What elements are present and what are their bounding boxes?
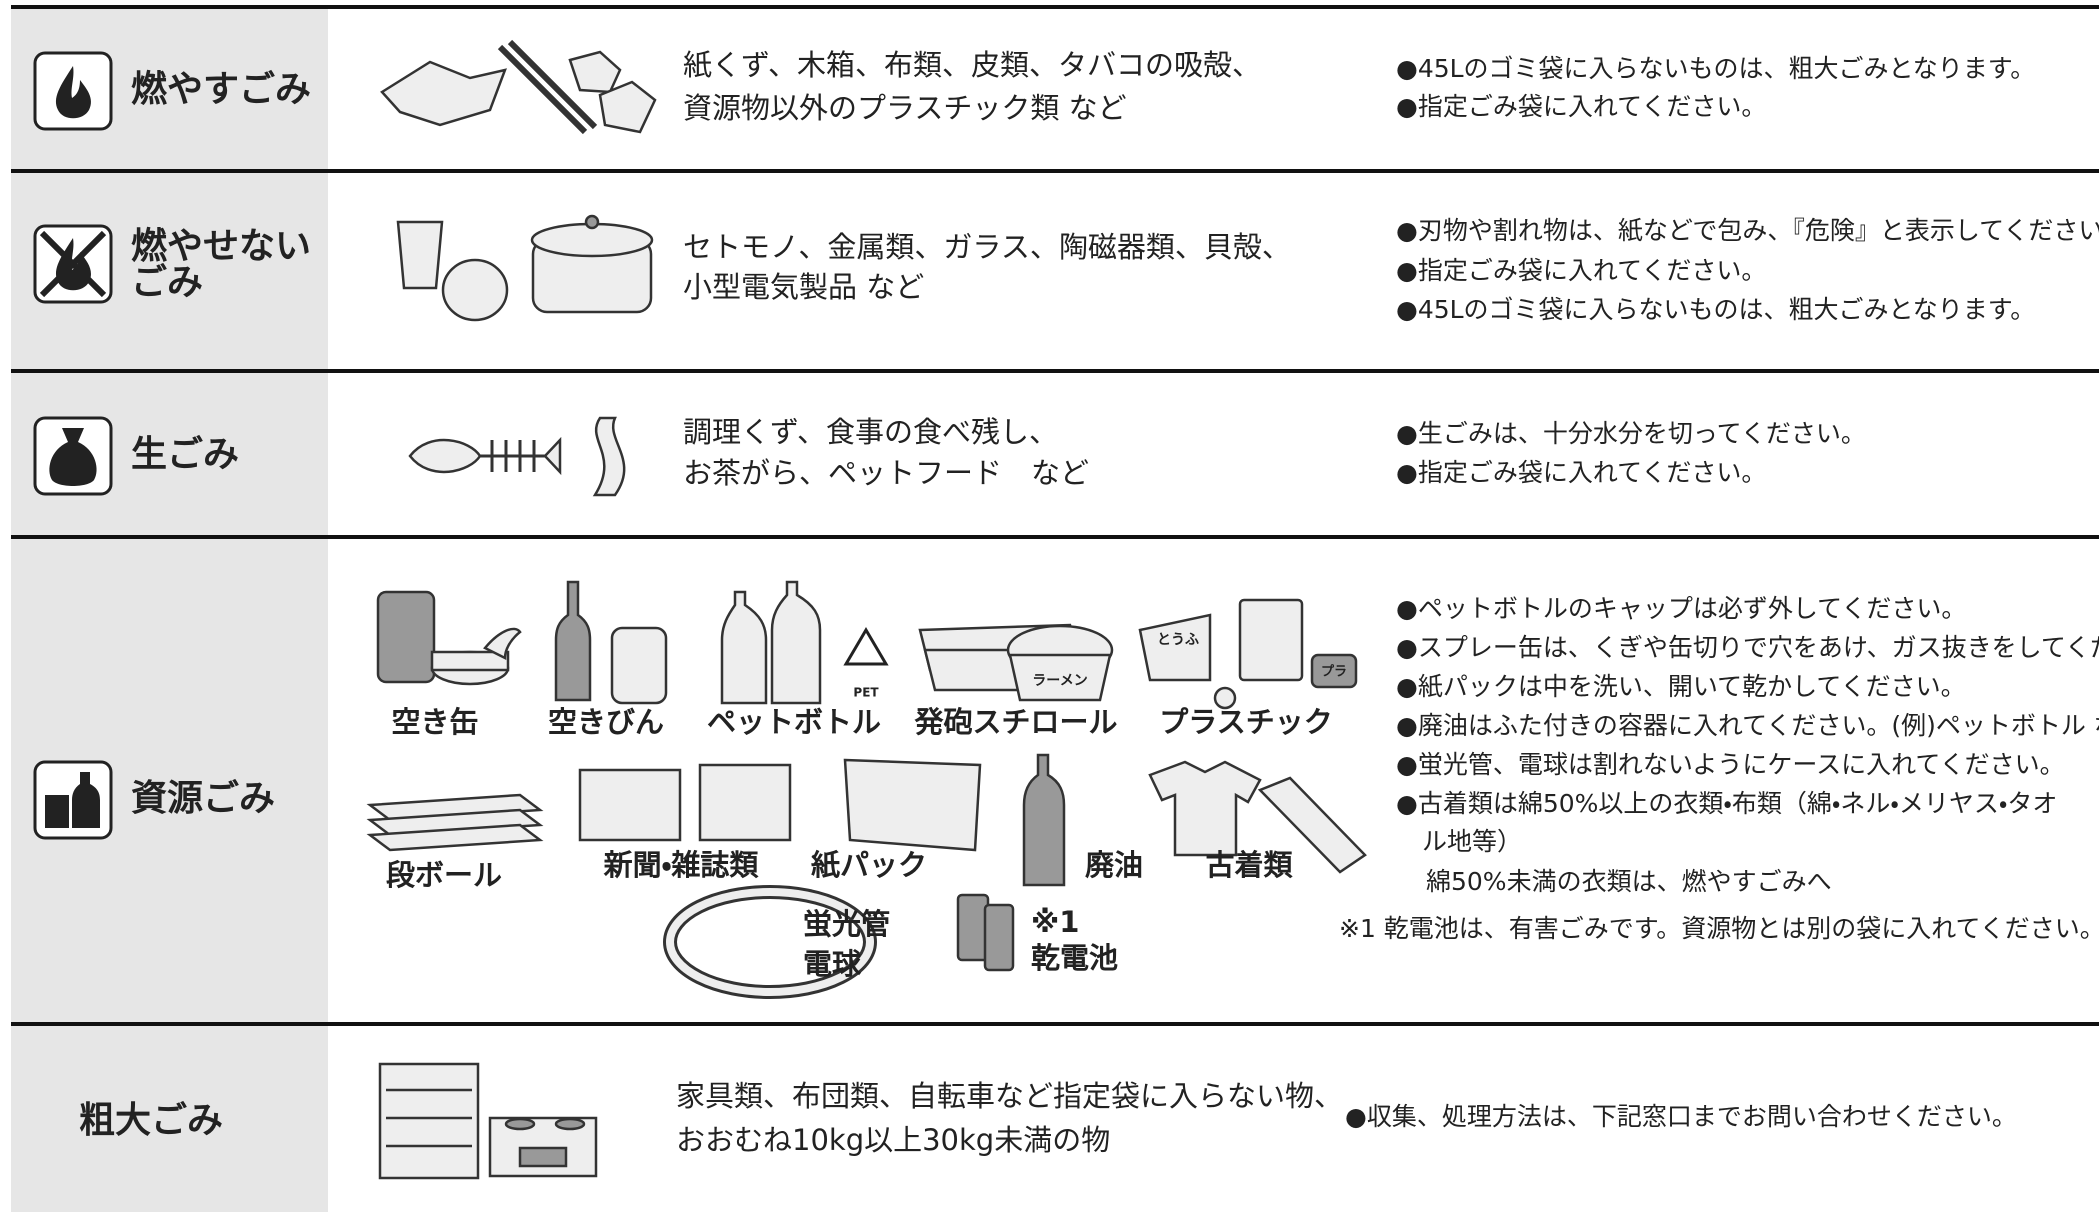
- description: 小型電気製品 など: [683, 270, 924, 304]
- item-label: 電球: [803, 947, 862, 981]
- item-label: 段ボール: [386, 858, 502, 892]
- item-label: 空き缶: [391, 705, 478, 739]
- item-label: 乾電池: [1031, 941, 1118, 975]
- item-label: 発砲スチロール: [913, 705, 1117, 739]
- note: ●45Lのゴミ袋に入らないものは、粗大ごみとなります。: [1396, 54, 2035, 83]
- illustration-label: とうふ: [1157, 632, 1199, 648]
- illustration-label: プラ: [1321, 665, 1347, 680]
- category-icons: [33, 51, 113, 840]
- description: セトモノ、金属類、ガラス、陶磁器類、貝殻、: [683, 230, 1291, 264]
- item-label: 廃油: [1085, 848, 1143, 882]
- note: ル地等）: [1422, 827, 1522, 856]
- note: ●収集、処理方法は、下記窓口までお問い合わせください。: [1345, 1102, 2017, 1131]
- item-label: 古着類: [1205, 848, 1293, 882]
- description: お茶がら、ペットフード など: [683, 456, 1089, 490]
- texts: 燃やすごみ 紙くず、木箱、布類、皮類、タバコの吸殻、資源物以外のプラスチック類 な…: [79, 48, 2099, 1157]
- note: ※1 乾電池は、有害ごみです。資源物とは別の袋に入れてください。: [1339, 914, 2099, 943]
- note: ●蛍光管、電球は割れないようにケースに入れてください。: [1396, 750, 2065, 779]
- illustration-label: ラーメン: [1032, 673, 1087, 689]
- illustration-label: PET: [853, 686, 879, 700]
- note: ●指定ごみ袋に入れてください。: [1396, 256, 1766, 285]
- item-label: 空きびん: [548, 705, 664, 739]
- illustrations: [366, 39, 1367, 1180]
- note: ●紙パックは中を洗い、開いて乾かしてください。: [1396, 672, 1966, 701]
- category-name: 燃やせない: [131, 226, 311, 267]
- category-name: 粗大ごみ: [79, 1100, 223, 1141]
- note: 綿50%未満の衣類は、燃やすごみへ: [1426, 867, 1832, 896]
- note: ●指定ごみ袋に入れてください。: [1396, 92, 1766, 121]
- category-name: 資源ごみ: [131, 778, 275, 819]
- item-label: プラスチック: [1159, 705, 1332, 739]
- note: ●古着類は綿50%以上の衣類・布類（綿・ネル・メリヤス・タオ: [1396, 789, 2057, 818]
- category-name: 燃やすごみ: [131, 69, 311, 110]
- item-label: 新聞・雑誌類: [603, 848, 760, 882]
- item-label: 蛍光管: [803, 907, 890, 941]
- note: ●ペットボトルのキャップは必ず外してください。: [1396, 594, 1966, 623]
- note: ●廃油はふた付きの容器に入れてください。(例)ペットボトル など: [1396, 711, 2099, 740]
- category-name: 生ごみ: [131, 434, 239, 475]
- description: 調理くず、食事の食べ残し、: [683, 415, 1058, 449]
- note: ●生ごみは、十分水分を切ってください。: [1396, 419, 1866, 448]
- item-label: ペットボトル: [707, 705, 881, 739]
- category-column: [11, 9, 328, 1212]
- note: ●刃物や割れ物は、紙などで包み、『危険』と表示してください。: [1396, 216, 2099, 245]
- note: ●スプレー缶は、くぎや缶切りで穴をあけ、ガス抜きをしてください。: [1396, 633, 2099, 662]
- description: 家具類、布団類、自転車など指定袋に入らない物、: [676, 1079, 1343, 1113]
- item-label: 紙パック: [811, 848, 927, 882]
- row-dividers: [11, 5, 2099, 1026]
- description: 紙くず、木箱、布類、皮類、タバコの吸殻、: [683, 48, 1261, 82]
- description: 資源物以外のプラスチック類 など: [683, 91, 1127, 125]
- description: おおむね10kg以上30kg未満の物: [676, 1123, 1110, 1157]
- note: ●指定ごみ袋に入れてください。: [1396, 458, 1766, 487]
- item-label: ※1: [1031, 905, 1079, 939]
- note: ●45Lのゴミ袋に入らないものは、粗大ごみとなります。: [1396, 295, 2035, 324]
- category-name: ごみ: [131, 262, 203, 303]
